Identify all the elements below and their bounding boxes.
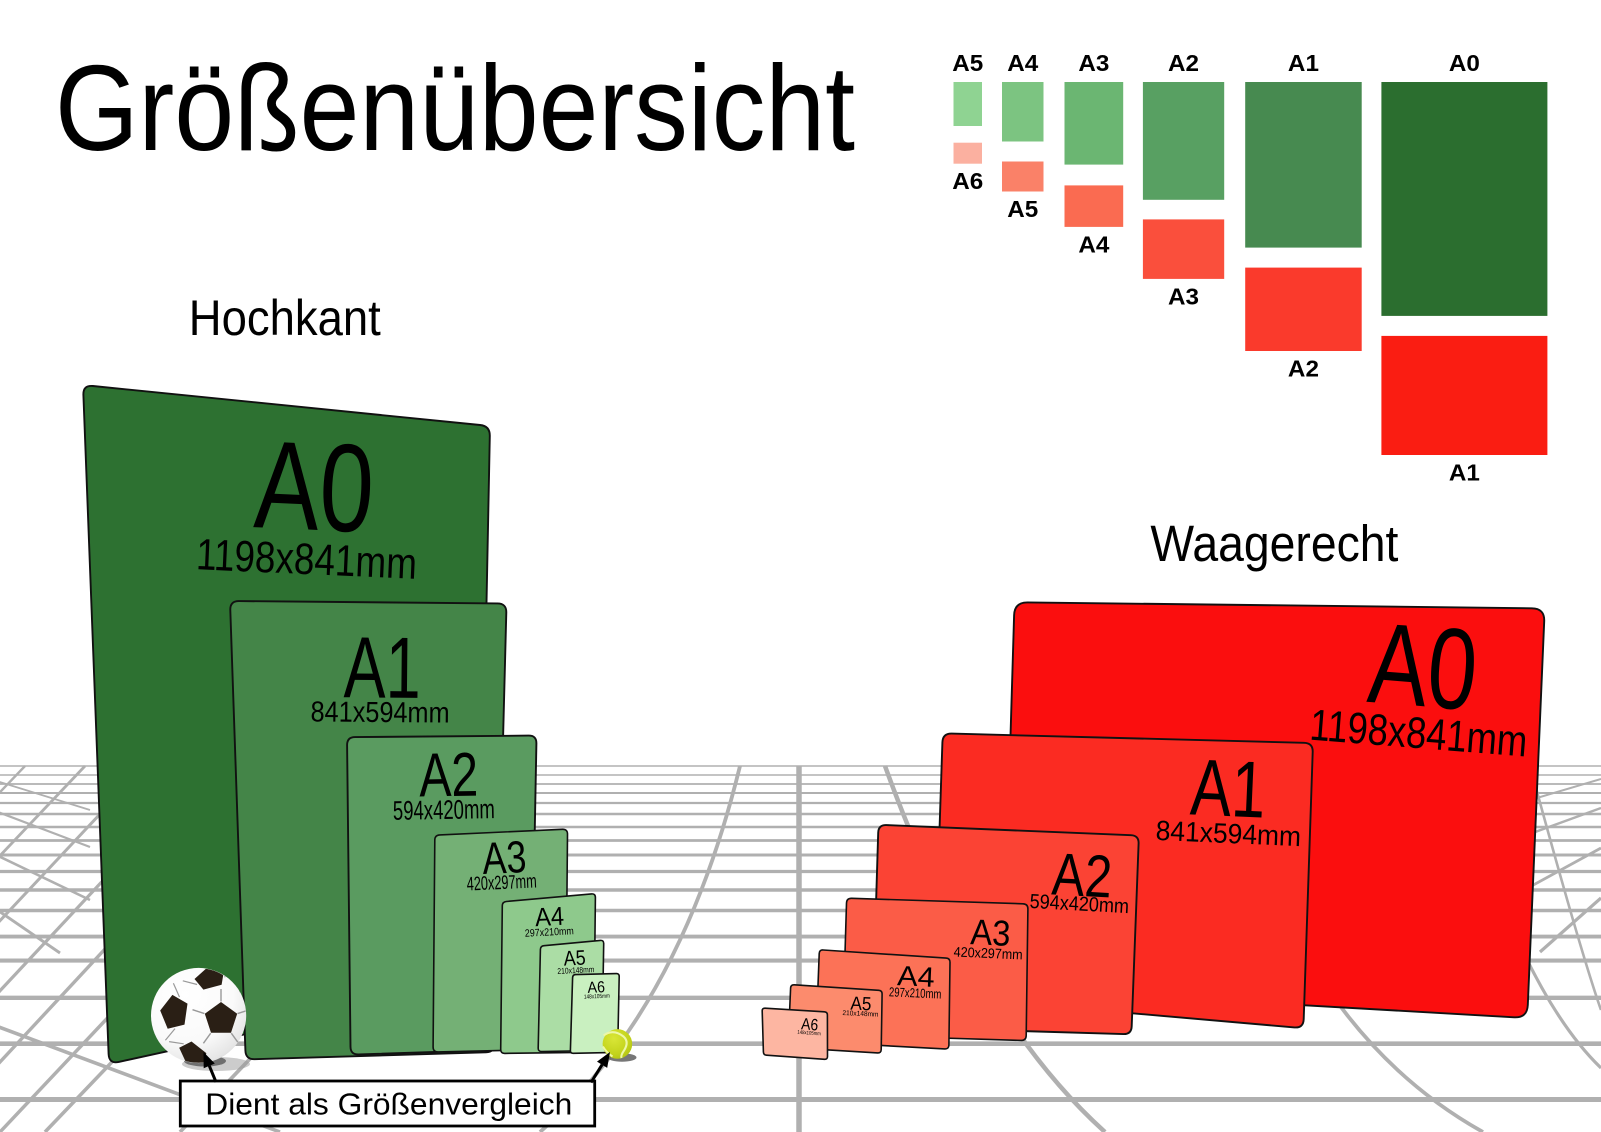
svg-text:A2: A2 (1050, 841, 1113, 911)
svg-text:210x148mm: 210x148mm (842, 1010, 878, 1019)
svg-text:594x420mm: 594x420mm (1029, 891, 1129, 918)
svg-text:A3: A3 (1168, 283, 1199, 309)
svg-text:A1: A1 (1189, 742, 1268, 834)
svg-text:A2: A2 (419, 740, 479, 810)
svg-text:210x148mm: 210x148mm (557, 964, 595, 976)
svg-text:A0: A0 (1449, 50, 1480, 76)
svg-text:A5: A5 (563, 946, 586, 970)
svg-text:A5: A5 (1007, 196, 1038, 222)
svg-text:A1: A1 (343, 619, 421, 717)
svg-text:A2: A2 (1168, 50, 1199, 76)
svg-text:420x297mm: 420x297mm (953, 944, 1023, 963)
svg-text:A3: A3 (970, 911, 1012, 954)
svg-text:A0: A0 (1364, 599, 1482, 735)
svg-text:841x594mm: 841x594mm (1155, 815, 1302, 852)
svg-text:A5: A5 (952, 50, 983, 76)
svg-text:594x420mm: 594x420mm (393, 794, 496, 826)
svg-text:A4: A4 (897, 960, 936, 993)
svg-text:A1: A1 (1288, 50, 1319, 76)
svg-text:A4: A4 (534, 901, 565, 932)
svg-text:A6: A6 (952, 168, 983, 194)
svg-text:148x105mm: 148x105mm (584, 994, 610, 1001)
svg-text:841x594mm: 841x594mm (310, 696, 449, 729)
svg-text:Dient als Größenvergleich: Dient als Größenvergleich (205, 1088, 572, 1122)
svg-text:A0: A0 (252, 415, 377, 559)
svg-text:A2: A2 (1288, 356, 1319, 382)
svg-text:Hochkant: Hochkant (189, 290, 381, 346)
svg-text:A5: A5 (850, 994, 872, 1016)
svg-text:A4: A4 (1078, 231, 1109, 257)
svg-text:420x297mm: 420x297mm (466, 870, 537, 895)
svg-text:A3: A3 (1078, 50, 1109, 76)
svg-text:A6: A6 (587, 979, 605, 997)
svg-text:A6: A6 (801, 1015, 819, 1034)
svg-text:A4: A4 (1007, 50, 1038, 76)
svg-text:1198x841mm: 1198x841mm (195, 530, 418, 589)
svg-text:Größenübersicht: Größenübersicht (55, 40, 855, 176)
svg-text:A1: A1 (1449, 460, 1480, 486)
svg-text:A3: A3 (481, 831, 527, 884)
svg-text:Waagerecht: Waagerecht (1150, 515, 1398, 572)
svg-text:297x210mm: 297x210mm (889, 984, 942, 1001)
svg-text:297x210mm: 297x210mm (525, 925, 575, 940)
svg-text:148x105mm: 148x105mm (797, 1030, 821, 1038)
